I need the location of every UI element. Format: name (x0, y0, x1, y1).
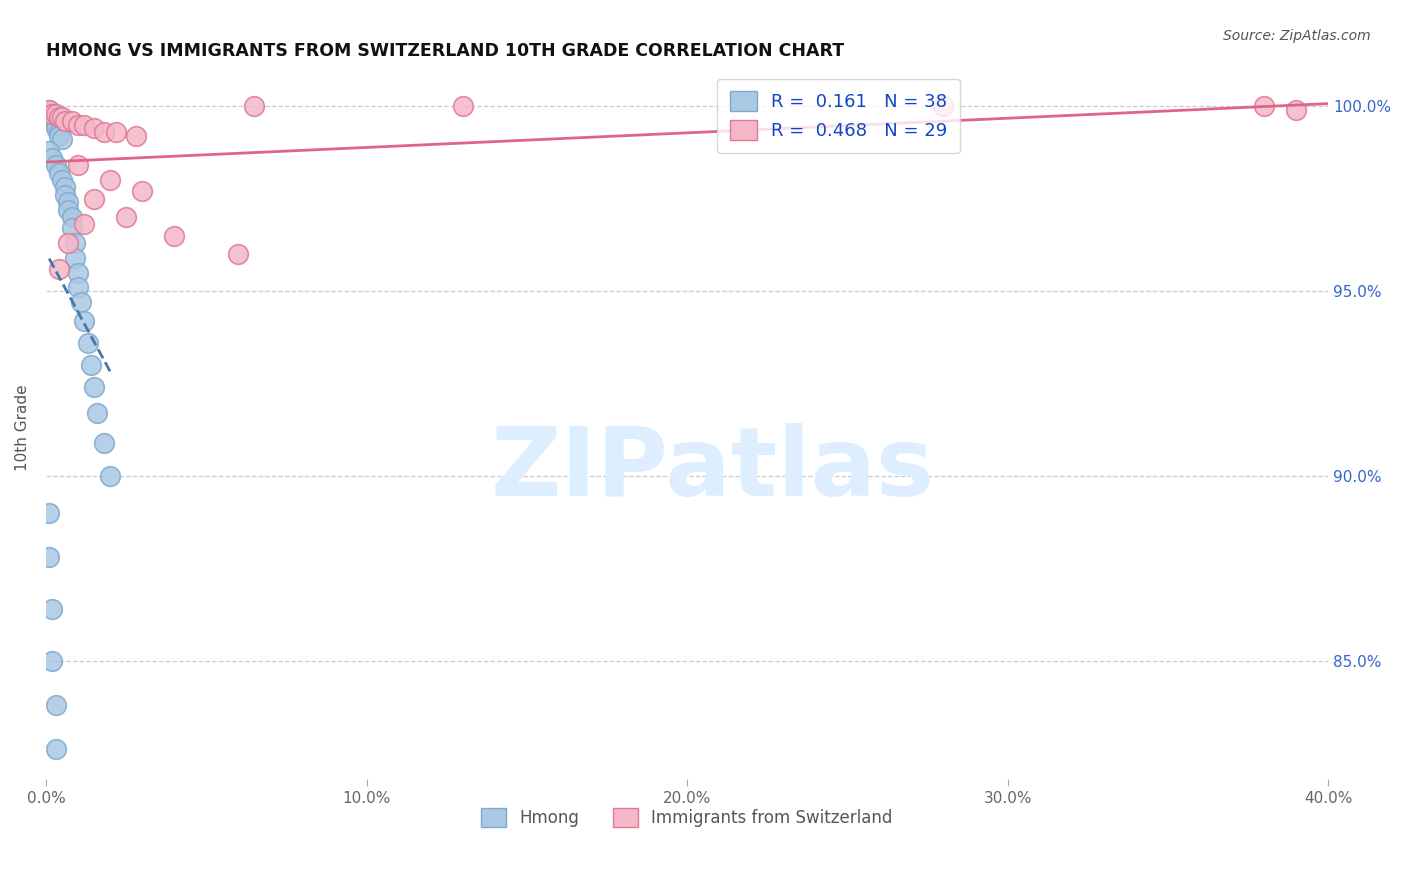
Point (48, 261, 70, 276)
Point (45, 742, 67, 756)
Y-axis label: 10th Grade: 10th Grade (15, 384, 30, 471)
Point (58, 235, 80, 250)
Point (80, 358, 103, 372)
Point (58, 195, 80, 210)
Point (70, 295, 93, 310)
Point (48, 125, 70, 139)
Point (98, 173, 121, 187)
Point (58, 202, 80, 217)
Point (76, 335, 98, 350)
Point (51, 132, 73, 146)
Point (45, 121, 67, 136)
Point (38, 106, 60, 120)
Point (66, 118, 89, 132)
Point (66, 265, 89, 279)
Point (48, 110, 70, 124)
Point (45, 106, 67, 120)
Point (51, 110, 73, 124)
Point (63, 251, 86, 265)
Point (53, 187, 76, 202)
Point (83, 380, 105, 394)
Point (48, 166, 70, 180)
Point (125, 128, 148, 143)
Point (83, 121, 105, 136)
Point (38, 506, 60, 520)
Point (73, 313, 96, 327)
Point (38, 550, 60, 565)
Legend: Hmong, Immigrants from Switzerland: Hmong, Immigrants from Switzerland (475, 802, 900, 834)
Point (115, 210, 138, 224)
Text: Source: ZipAtlas.com: Source: ZipAtlas.com (1223, 29, 1371, 43)
Point (932, 99, 955, 113)
Point (45, 118, 67, 132)
Point (93, 125, 115, 139)
Point (38, 103, 60, 117)
Point (1285, 103, 1308, 117)
Point (51, 173, 73, 187)
Point (1253, 99, 1275, 113)
Point (73, 118, 96, 132)
Point (41, 602, 63, 616)
Point (66, 158, 89, 172)
Point (131, 184, 153, 198)
Point (163, 228, 186, 243)
Text: ZIPatlas: ZIPatlas (491, 424, 935, 516)
Point (38, 103, 60, 117)
Point (53, 114, 76, 128)
Point (41, 151, 63, 165)
Point (73, 218, 96, 232)
Point (60, 210, 83, 224)
Point (60, 114, 83, 128)
Point (45, 158, 67, 172)
Point (93, 435, 115, 450)
Point (83, 192, 105, 206)
Text: HMONG VS IMMIGRANTS FROM SWITZERLAND 10TH GRADE CORRELATION CHART: HMONG VS IMMIGRANTS FROM SWITZERLAND 10T… (46, 42, 844, 60)
Point (38, 144, 60, 158)
Point (98, 468, 121, 483)
Point (451, 99, 474, 113)
Point (63, 235, 86, 250)
Point (41, 654, 63, 668)
Point (41, 110, 63, 124)
Point (41, 114, 63, 128)
Point (48, 128, 70, 143)
Point (45, 698, 67, 712)
Point (60, 221, 83, 235)
Point (226, 247, 249, 261)
Point (86, 406, 108, 420)
Point (105, 125, 128, 139)
Point (53, 180, 76, 194)
Point (243, 99, 266, 113)
Point (66, 280, 89, 294)
Point (41, 106, 63, 120)
